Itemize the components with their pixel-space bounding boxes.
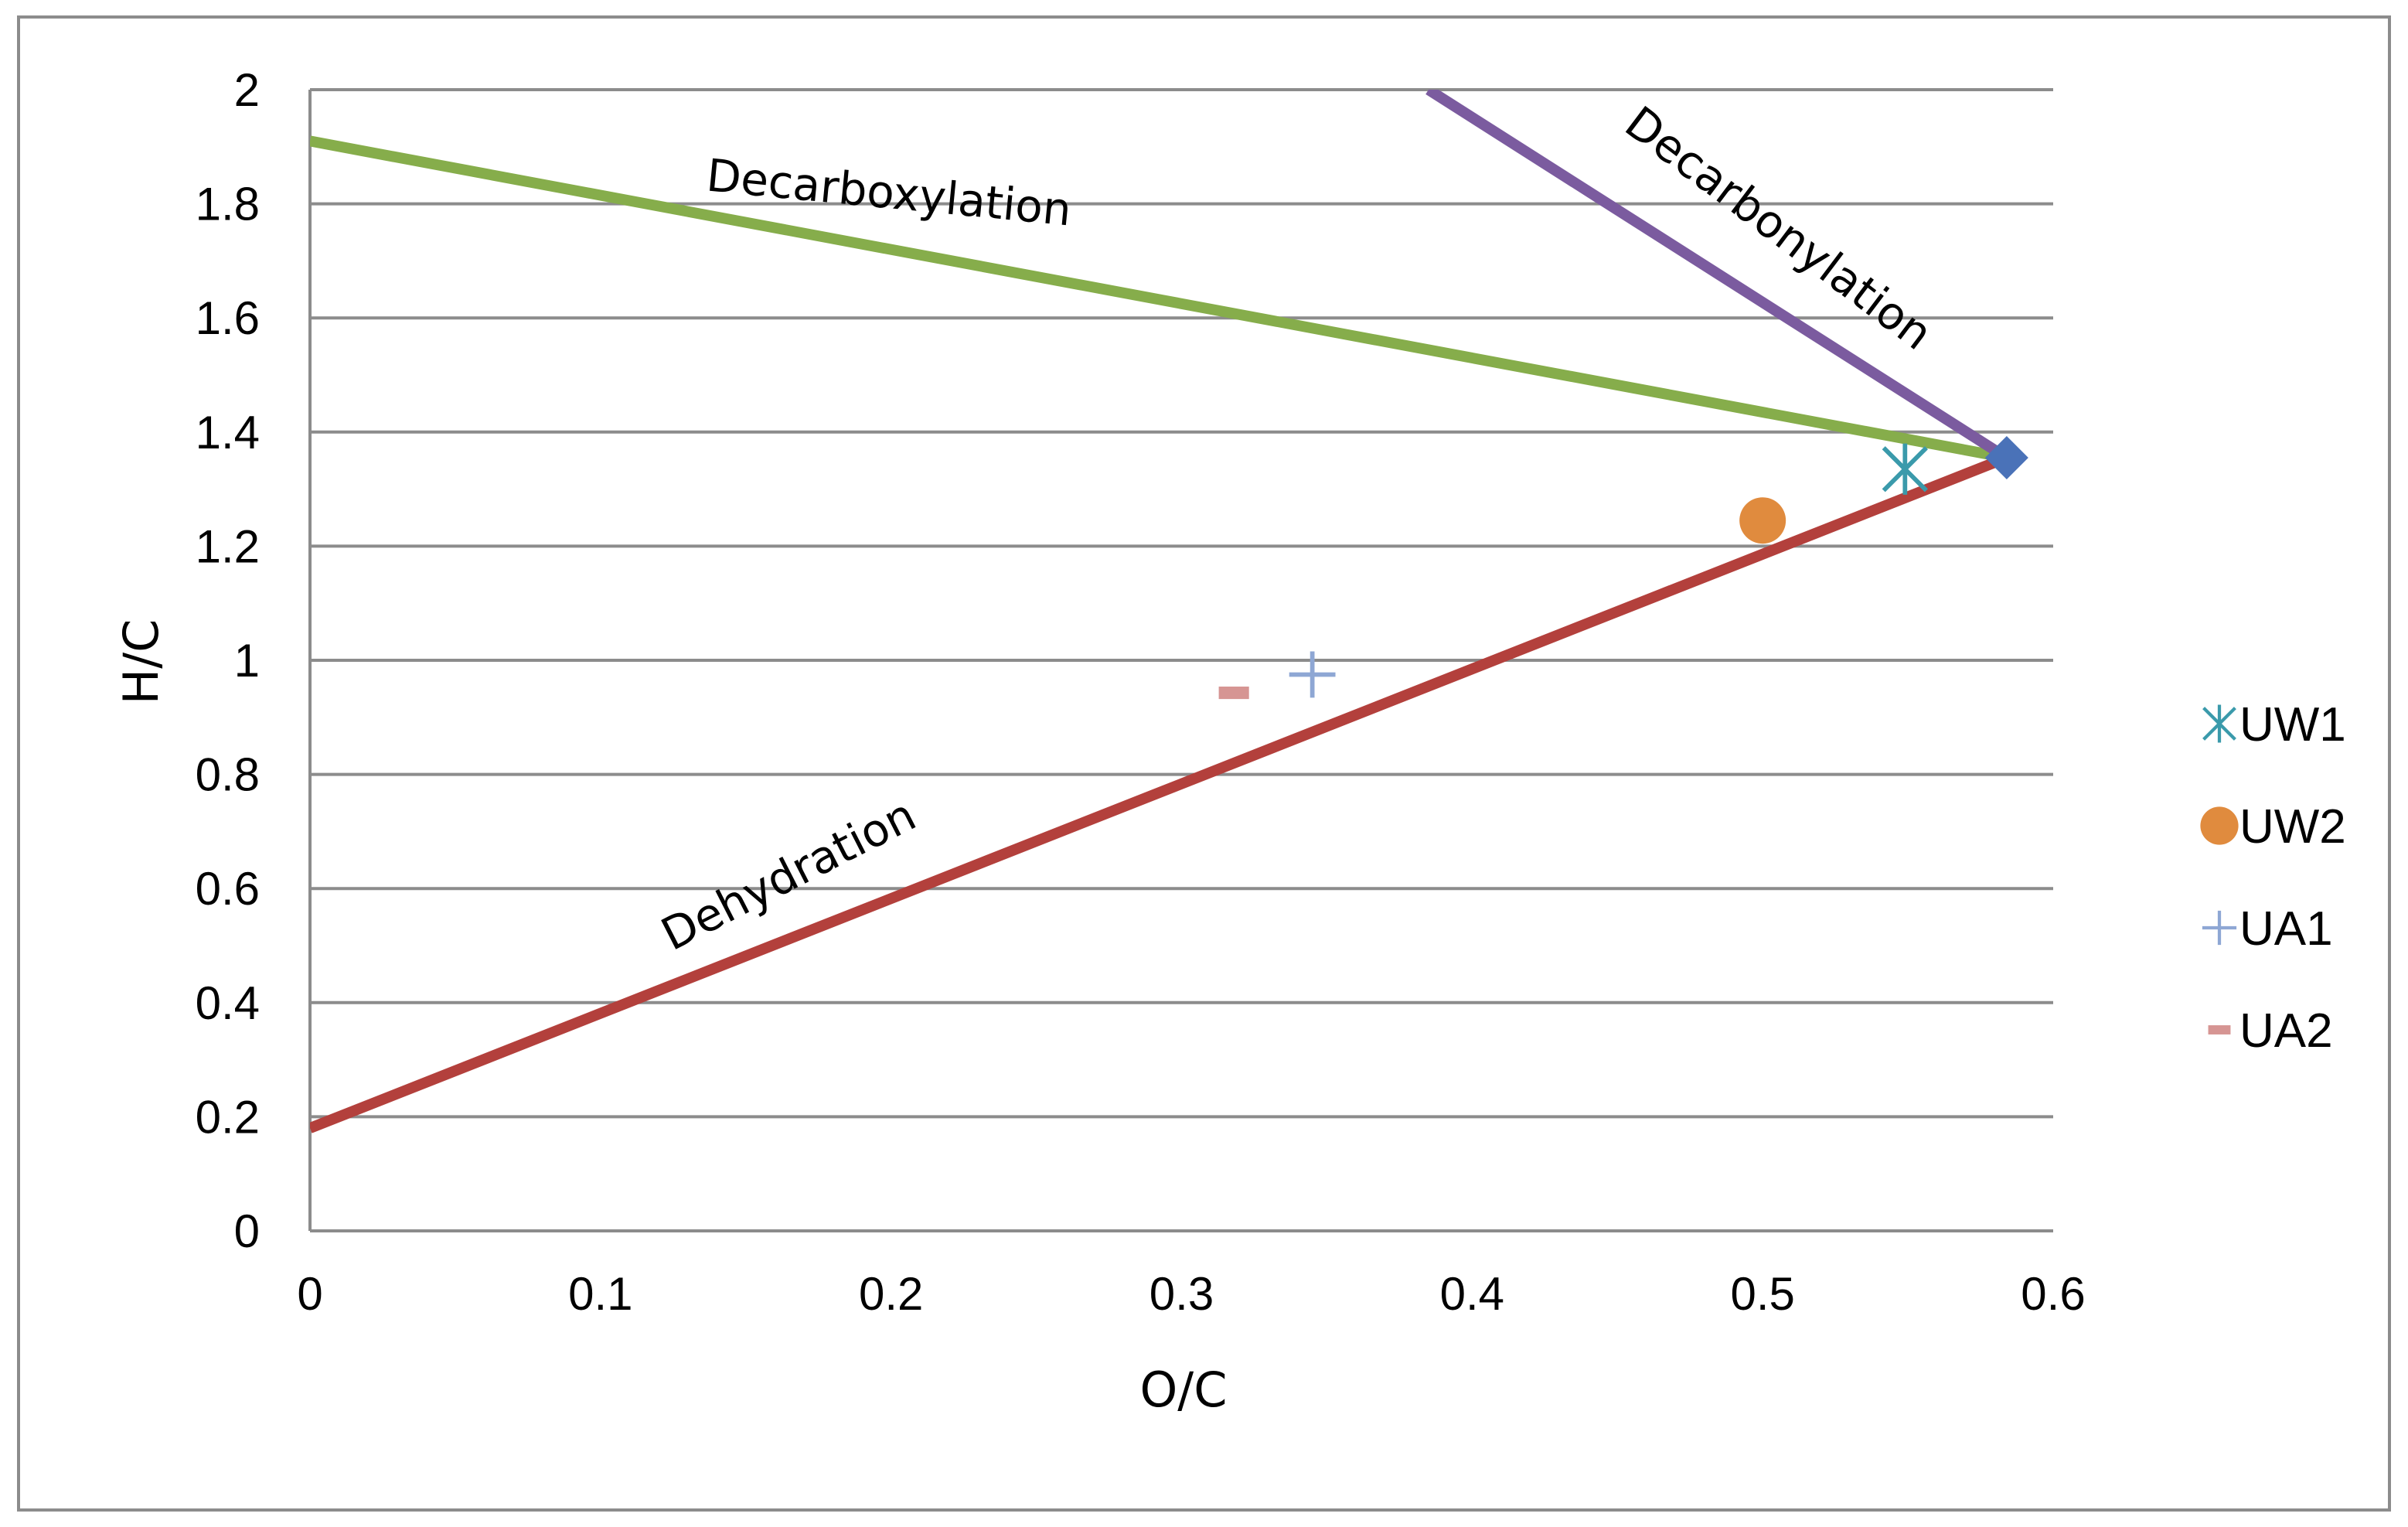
y-tick-label: 1 [234,635,260,687]
y-tick-label: 0.2 [196,1091,260,1143]
reaction-lines [310,90,2010,1133]
x-tick-label: 0.2 [859,1268,923,1320]
y-tick-label: 1.2 [196,520,260,572]
y-tick-label: 0 [234,1205,260,1257]
x-tick-label: 0.5 [1730,1268,1794,1320]
x-tick-label: 0.1 [568,1268,632,1320]
y-tick-label: 0.6 [196,863,260,915]
chart-frame: 0 0.2 0.4 0.6 0.8 1 1.2 1.4 1.6 1.8 2 0 0.1 0.2 0.3 0.… [17,15,2391,1512]
y-tick-label: 1.4 [196,407,260,458]
legend-label-uw2: UW2 [2239,800,2346,854]
point-uw2 [1739,497,1786,544]
legend-marker-uw1 [2202,704,2236,743]
y-axis-title: H/C [113,619,169,705]
gridlines [310,88,2053,1119]
y-tick-label: 2 [234,64,260,116]
x-tick-label: 0.6 [2021,1268,2085,1320]
x-tick-label: 0.3 [1150,1268,1214,1320]
y-tick-label: 1.8 [196,179,260,230]
y-tick-label: 1.6 [196,292,260,344]
chart-canvas: 0 0.2 0.4 0.6 0.8 1 1.2 1.4 1.6 1.8 2 0 0.1 0.2 0.3 0.… [113,64,2346,1418]
reference-point [1984,436,2028,480]
legend-marker-ua1 [2202,910,2237,946]
line-decarboxylation [310,135,2008,463]
x-axis-title: O/C [1140,1362,1228,1418]
x-tick-label: 0 [297,1268,322,1320]
x-tick-label: 0.4 [1440,1268,1504,1320]
legend-marker-uw2 [2200,806,2239,845]
axes [308,90,2053,1232]
point-ua1 [1289,651,1336,698]
y-tick-label: 0.4 [196,977,260,1029]
legend-label-ua2: UA2 [2239,1004,2333,1058]
legend-marker-ua2 [2208,1025,2231,1034]
point-uw1 [1882,443,1928,495]
y-tick-label: 0.8 [196,749,260,801]
line-dehydration [310,452,2009,1133]
y-tick-labels: 0 0.2 0.4 0.6 0.8 1 1.2 1.4 1.6 1.8 2 [196,64,260,1257]
legend-label-ua1: UA1 [2239,902,2333,956]
decarbonylation-label: Decarbonylation [1616,96,1942,360]
legend-label-uw1: UW1 [2239,698,2346,752]
point-ua2 [1218,687,1249,700]
line-decarbonylation [1425,90,2010,462]
data-points [1218,436,2028,700]
legend: UW1 UW2 UA1 UA2 [2200,698,2346,1058]
x-tick-labels: 0 0.1 0.2 0.3 0.4 0.5 0.6 [297,1268,2085,1320]
